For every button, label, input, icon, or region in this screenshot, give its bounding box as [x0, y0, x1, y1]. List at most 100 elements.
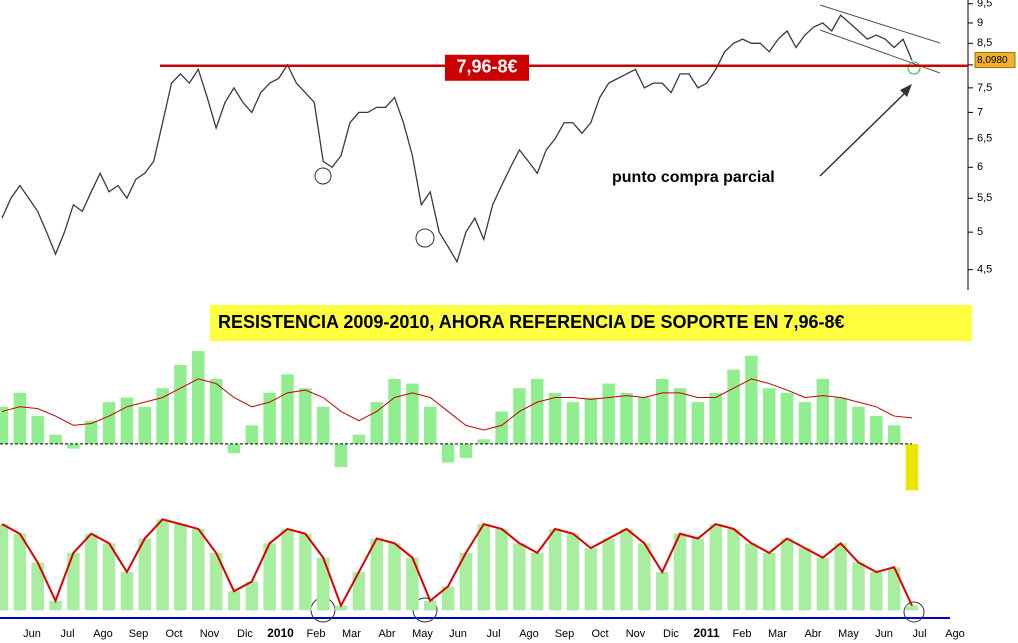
- bar: [834, 397, 847, 444]
- bar: [780, 538, 794, 611]
- bar: [227, 591, 241, 611]
- y-tick-label: 6,5: [977, 133, 992, 145]
- bar: [13, 392, 27, 444]
- bar: [673, 533, 687, 611]
- x-tick-label: Abr: [378, 628, 395, 640]
- x-tick-label: Ago: [519, 628, 539, 640]
- bar: [49, 434, 62, 444]
- x-tick-label: May: [838, 628, 859, 640]
- bar: [816, 378, 830, 444]
- bar: [548, 528, 562, 611]
- bar: [727, 369, 740, 444]
- bar: [798, 548, 812, 611]
- bar: [709, 524, 722, 611]
- bar: [13, 533, 27, 611]
- bar: [370, 538, 383, 611]
- bar: [763, 388, 776, 444]
- bar: [316, 406, 330, 444]
- bar: [334, 605, 348, 611]
- bar: [67, 552, 80, 611]
- bar: [638, 397, 651, 444]
- moving-average: [1, 378, 913, 431]
- bar: [477, 524, 491, 611]
- x-tick-label: May: [412, 628, 433, 640]
- bar: [513, 543, 526, 611]
- x-tick-label: Jun: [23, 628, 41, 640]
- bar: [0, 524, 9, 611]
- bar: [459, 443, 473, 458]
- bar: [780, 392, 794, 444]
- circle: [314, 167, 332, 185]
- bar: [102, 402, 116, 444]
- circle: [907, 61, 921, 75]
- annotation: punto compra parcial: [612, 169, 775, 186]
- x-tick-label: Mar: [342, 628, 361, 640]
- x-tick-label: Dic: [663, 628, 679, 640]
- bar: [887, 567, 901, 611]
- bar: [477, 439, 491, 444]
- x-tick-label: Mar: [768, 628, 787, 640]
- bar: [691, 402, 705, 444]
- bar: [602, 383, 615, 444]
- resistance-label: 7,96-8€: [456, 57, 517, 77]
- bar: [673, 388, 687, 444]
- bar: [584, 397, 598, 444]
- x-tick-label: Sep: [129, 628, 149, 640]
- arrow: [819, 91, 907, 177]
- y-tick-label: 4,5: [977, 264, 992, 276]
- x-tick-label: Nov: [200, 628, 220, 640]
- bar: [192, 351, 205, 444]
- y-tick-label: 7,5: [977, 82, 992, 94]
- bar: [745, 355, 758, 444]
- bar: [120, 572, 134, 611]
- x-tick-label: Jun: [875, 628, 893, 640]
- bar: [763, 552, 776, 611]
- bar: [584, 548, 598, 611]
- bar: [655, 572, 669, 611]
- bar: [638, 543, 651, 611]
- bar: [263, 543, 276, 611]
- x-tick-label: Jul: [486, 628, 500, 640]
- x-tick-label: Oct: [591, 628, 608, 640]
- x-tick-label: Nov: [626, 628, 646, 640]
- bar: [602, 538, 615, 611]
- bar: [459, 552, 473, 611]
- bar: [709, 392, 722, 444]
- bar: [209, 552, 223, 611]
- bar: [655, 378, 669, 444]
- x-tick-label: Dic: [237, 628, 253, 640]
- bar: [156, 388, 169, 444]
- arrow-head: [900, 84, 912, 97]
- x-tick-label: 2011: [693, 626, 719, 640]
- bar: [513, 388, 526, 444]
- bar: [281, 528, 294, 611]
- bar: [334, 443, 348, 468]
- bar: [887, 425, 901, 444]
- bar: [263, 392, 276, 444]
- bar: [209, 378, 223, 444]
- x-tick-label: Feb: [733, 628, 752, 640]
- bar: [423, 406, 437, 444]
- bar: [406, 557, 419, 611]
- resistance-label-box: [445, 54, 529, 81]
- bar: [156, 519, 169, 611]
- price-line: [1, 14, 913, 264]
- bar: [905, 605, 919, 611]
- x-tick-label: Oct: [165, 628, 182, 640]
- bar: [620, 528, 633, 611]
- bar: [120, 397, 134, 444]
- y-tick-label: 8,5: [977, 37, 992, 49]
- bar: [49, 600, 62, 611]
- banner: [210, 305, 972, 341]
- x-tick-label: Jul: [912, 628, 926, 640]
- bar: [138, 406, 151, 444]
- bar: [31, 416, 44, 444]
- bar: [0, 406, 9, 444]
- bar: [299, 533, 312, 611]
- bar: [138, 538, 151, 611]
- bar: [798, 402, 812, 444]
- bar: [441, 443, 455, 463]
- bar: [102, 543, 116, 611]
- bar: [388, 543, 401, 611]
- bar: [495, 411, 508, 444]
